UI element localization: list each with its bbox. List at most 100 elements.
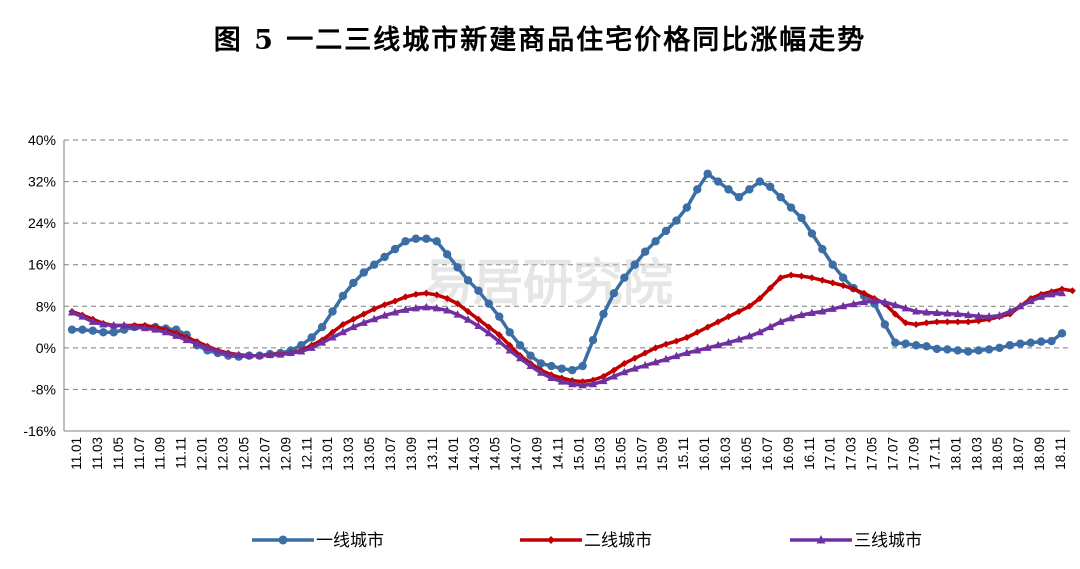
data-point <box>1005 306 1014 315</box>
x-tick-label: 12.01 <box>195 437 210 471</box>
data-point <box>99 319 108 328</box>
legend-label: 一线城市 <box>316 531 384 551</box>
data-point <box>505 328 514 337</box>
data-point <box>807 229 817 238</box>
x-tick-label: 16.05 <box>739 437 754 471</box>
data-point <box>860 297 868 306</box>
data-point <box>1026 296 1035 305</box>
data-point <box>432 237 441 246</box>
data-point <box>724 185 733 194</box>
data-point <box>412 290 420 298</box>
x-tick-label: 11.07 <box>132 437 147 470</box>
data-point <box>432 303 441 312</box>
data-point <box>985 312 994 320</box>
data-point <box>766 284 774 292</box>
y-axis-ticks: 40% 32% 24% 16% 8% 0% -8% -16% <box>23 132 56 439</box>
data-point <box>328 332 337 341</box>
data-point <box>787 313 796 322</box>
data-point <box>317 322 327 332</box>
data-point <box>1036 337 1046 346</box>
data-point <box>1016 339 1025 348</box>
data-point <box>120 321 129 329</box>
x-tick-label: 18.07 <box>1011 437 1026 471</box>
data-point <box>370 305 378 313</box>
data-point <box>99 328 108 337</box>
y-tick-label: 0% <box>36 340 56 356</box>
data-point <box>984 345 994 354</box>
data-point <box>151 325 160 333</box>
data-point <box>734 192 744 202</box>
data-point <box>172 331 181 339</box>
x-tick-label: 13.11 <box>425 437 440 470</box>
data-point <box>589 379 598 388</box>
data-point <box>776 317 785 325</box>
data-point <box>484 299 494 308</box>
data-point <box>641 349 649 357</box>
data-point <box>401 305 410 313</box>
data-point <box>953 309 962 318</box>
data-point <box>526 361 535 370</box>
data-point <box>912 320 920 328</box>
data-point <box>703 169 712 178</box>
x-tick-label: 15.05 <box>613 437 628 471</box>
y-tick-label: 32% <box>28 174 56 190</box>
data-point <box>391 308 400 316</box>
data-point <box>943 309 952 317</box>
data-point <box>391 297 399 305</box>
data-point <box>182 335 191 344</box>
data-point <box>641 361 650 369</box>
series-3 <box>68 288 1066 389</box>
data-point <box>401 293 409 301</box>
data-point <box>620 273 629 282</box>
data-point <box>683 333 691 341</box>
data-point <box>78 312 87 320</box>
data-point <box>78 325 87 334</box>
data-point <box>704 323 712 331</box>
data-point <box>234 350 243 359</box>
data-point <box>786 203 796 212</box>
data-point <box>1047 289 1056 298</box>
data-point <box>1057 329 1067 338</box>
data-point <box>224 349 233 358</box>
data-point <box>838 273 848 282</box>
y-tick-label: 16% <box>28 257 56 273</box>
data-point <box>526 351 535 360</box>
data-point <box>307 343 316 351</box>
series-layer <box>67 169 1076 389</box>
data-point <box>880 297 889 306</box>
data-point <box>652 344 660 352</box>
legend-label: 三线城市 <box>854 531 922 551</box>
data-point <box>734 335 743 343</box>
x-tick-label: 16.11 <box>802 437 817 470</box>
data-point <box>755 327 764 336</box>
data-point <box>682 348 691 357</box>
data-point <box>713 177 723 186</box>
data-point <box>891 338 900 347</box>
data-point <box>797 272 805 280</box>
data-point <box>766 322 775 331</box>
data-point <box>933 318 941 326</box>
data-point <box>485 323 493 331</box>
x-tick-label: 17.07 <box>886 437 901 471</box>
x-tick-label: 17.09 <box>906 437 921 471</box>
data-point <box>442 250 452 259</box>
data-point <box>1058 288 1066 297</box>
data-point <box>902 319 910 327</box>
x-tick-label: 18.05 <box>990 437 1005 471</box>
data-point <box>756 294 764 302</box>
data-point <box>777 274 785 282</box>
data-point <box>807 308 816 317</box>
data-point <box>870 296 879 305</box>
data-point <box>839 301 848 310</box>
data-point <box>390 244 400 254</box>
data-point <box>484 328 493 337</box>
data-point <box>766 182 775 191</box>
data-point <box>578 361 587 371</box>
data-point <box>964 347 973 356</box>
data-point <box>329 328 337 336</box>
legend: 一线城市 二线城市 三线城市 <box>252 531 922 551</box>
x-tick-label: 14.07 <box>509 437 524 471</box>
data-point <box>338 291 348 301</box>
data-point <box>140 323 149 332</box>
